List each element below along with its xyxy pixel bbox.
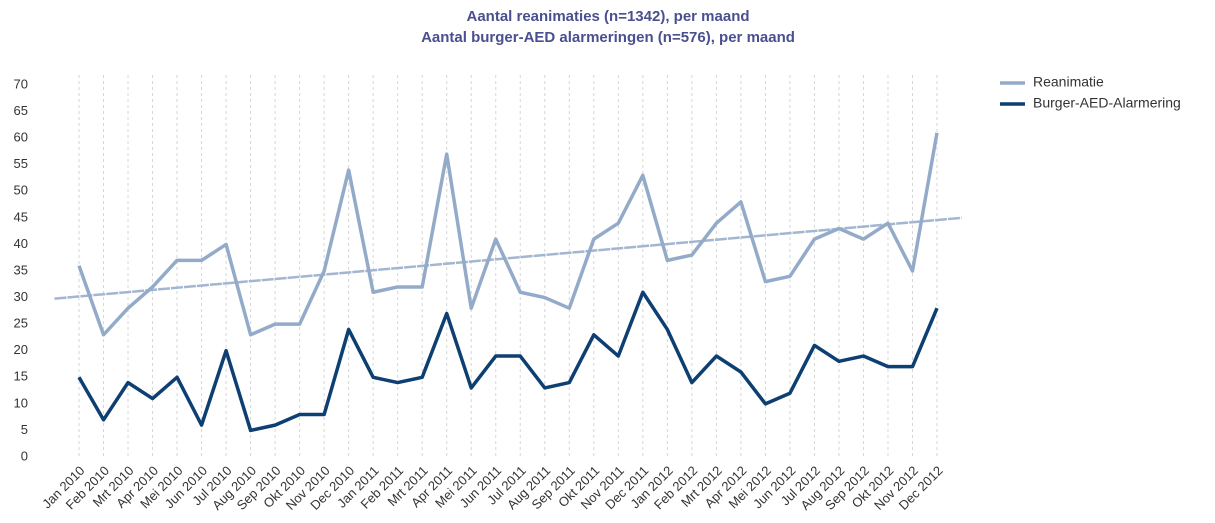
y-tick-label: 10: [14, 395, 28, 410]
y-tick-label: 35: [14, 262, 28, 277]
y-tick-label: 65: [14, 103, 28, 118]
y-tick-label: 55: [14, 156, 28, 171]
y-tick-label: 45: [14, 209, 28, 224]
legend-label: Burger-AED-Alarmering: [1033, 95, 1181, 111]
series-line: [77, 132, 939, 337]
y-tick-label: 25: [14, 316, 28, 331]
y-tick-label: 20: [14, 342, 28, 357]
chart-title: Aantal reanimaties (n=1342), per maand: [466, 8, 749, 25]
y-tick-label: 60: [14, 130, 28, 145]
series-line: [77, 290, 939, 433]
y-tick-label: 40: [14, 236, 28, 251]
legend-label: Reanimatie: [1033, 74, 1104, 90]
chart-subtitle: Aantal burger-AED alarmeringen (n=576), …: [421, 29, 795, 46]
y-tick-label: 30: [14, 289, 28, 304]
y-tick-label: 50: [14, 183, 28, 198]
y-tick-label: 0: [21, 448, 28, 463]
y-tick-label: 15: [14, 369, 28, 384]
y-tick-label: 5: [21, 422, 28, 437]
trend-line: [54, 216, 962, 300]
y-tick-label: 70: [14, 76, 28, 91]
